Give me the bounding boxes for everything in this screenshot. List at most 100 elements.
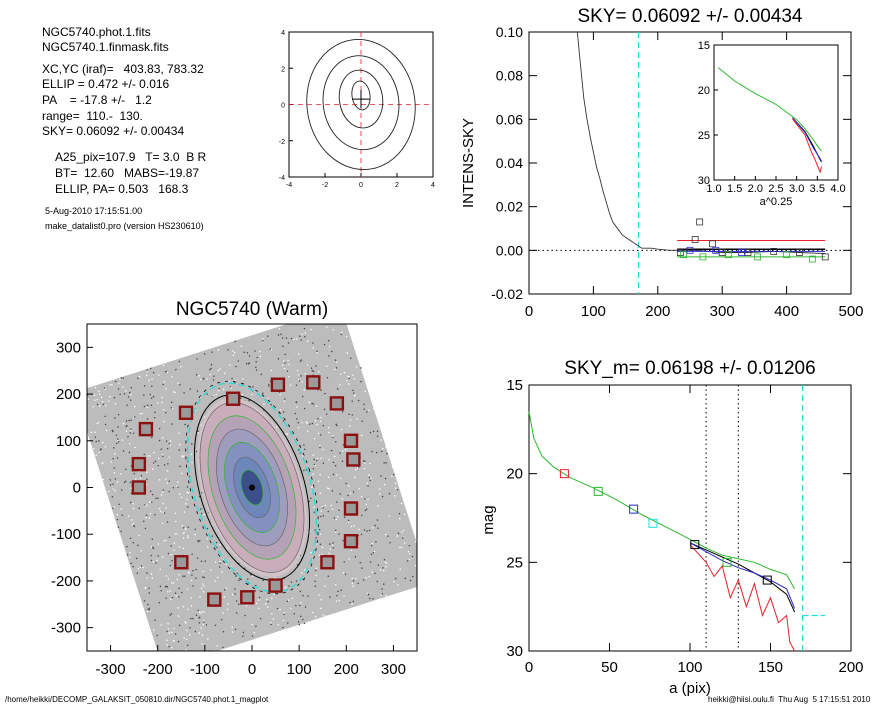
noise-dot bbox=[174, 520, 177, 523]
noise-dot bbox=[124, 480, 127, 483]
noise-dot bbox=[308, 401, 311, 404]
noise-dot bbox=[129, 556, 131, 559]
noise-dot bbox=[342, 571, 345, 574]
noise-dot bbox=[199, 378, 202, 381]
noise-dot bbox=[322, 424, 325, 427]
noise-dot bbox=[284, 353, 287, 356]
noise-dot bbox=[266, 606, 269, 608]
noise-dot bbox=[191, 461, 193, 464]
noise-dot bbox=[335, 366, 338, 369]
noise-dot bbox=[335, 518, 338, 521]
mag-y-tick-label: 15 bbox=[506, 377, 523, 394]
noise-dot bbox=[150, 404, 153, 407]
noise-dot bbox=[178, 360, 181, 363]
noise-dot bbox=[195, 450, 198, 453]
noise-dot bbox=[332, 328, 335, 331]
noise-dot bbox=[129, 537, 132, 540]
noise-dot bbox=[323, 343, 326, 346]
noise-dot bbox=[94, 436, 97, 439]
noise-dot bbox=[353, 476, 356, 479]
mag-x-tick-label: 150 bbox=[758, 659, 783, 676]
mask-box bbox=[343, 501, 359, 516]
noise-dot bbox=[137, 544, 139, 547]
noise-dot bbox=[212, 379, 215, 381]
noise-dot bbox=[187, 535, 189, 537]
noise-dot bbox=[171, 596, 174, 599]
noise-dot bbox=[394, 577, 397, 580]
noise-dot bbox=[377, 564, 380, 566]
noise-dot bbox=[323, 408, 326, 411]
noise-dot bbox=[313, 463, 316, 466]
noise-dot bbox=[197, 539, 199, 542]
noise-dot bbox=[315, 405, 318, 407]
noise-dot bbox=[394, 482, 397, 485]
noise-dot bbox=[201, 643, 204, 645]
galaxy bbox=[185, 380, 319, 595]
noise-dot bbox=[219, 560, 221, 563]
noise-dot bbox=[170, 582, 173, 584]
noise-dot bbox=[263, 403, 265, 406]
noise-dot bbox=[316, 350, 318, 353]
image-y-tick-label: -100 bbox=[51, 526, 81, 543]
noise-dot bbox=[372, 430, 375, 433]
inset-x-tick-label: 1.5 bbox=[727, 183, 742, 195]
mask-box bbox=[343, 534, 359, 549]
noise-dot bbox=[400, 531, 403, 533]
noise-dot bbox=[189, 388, 192, 390]
noise-dot bbox=[132, 502, 135, 505]
noise-dot bbox=[268, 383, 270, 386]
noise-dot bbox=[289, 384, 292, 387]
noise-dot bbox=[148, 587, 150, 589]
mag-red-line bbox=[689, 544, 796, 652]
mask-box bbox=[346, 452, 361, 467]
noise-dot bbox=[180, 472, 183, 475]
noise-dot bbox=[243, 351, 246, 354]
noise-dot bbox=[296, 369, 299, 372]
noise-dot bbox=[322, 506, 324, 509]
noise-dot bbox=[93, 399, 96, 402]
noise-dot bbox=[159, 510, 162, 513]
noise-dot bbox=[322, 462, 325, 464]
noise-dot bbox=[353, 524, 355, 527]
noise-dot bbox=[369, 561, 372, 563]
noise-dot bbox=[331, 544, 334, 546]
noise-dot bbox=[167, 627, 170, 630]
noise-dot bbox=[127, 435, 129, 438]
noise-dot bbox=[341, 450, 344, 452]
noise-dot bbox=[326, 487, 329, 489]
noise-dot bbox=[366, 592, 369, 595]
noise-dot bbox=[376, 430, 379, 433]
noise-dot bbox=[197, 540, 200, 543]
noise-dot bbox=[270, 621, 272, 624]
image-plot-title: NGC5740 (Warm) bbox=[176, 299, 328, 320]
noise-dot bbox=[140, 565, 143, 567]
noise-dot bbox=[295, 580, 298, 582]
noise-dot bbox=[143, 394, 145, 396]
noise-dot bbox=[352, 579, 355, 582]
noise-dot bbox=[218, 566, 221, 568]
noise-dot bbox=[295, 401, 297, 404]
noise-dot bbox=[114, 489, 117, 492]
noise-dot bbox=[145, 514, 148, 517]
noise-dot bbox=[104, 446, 107, 448]
noise-dot bbox=[302, 594, 304, 597]
mag-x-tick-label: 50 bbox=[601, 659, 618, 676]
noise-dot bbox=[300, 359, 303, 361]
noise-dot bbox=[117, 413, 120, 416]
noise-dot bbox=[328, 459, 330, 461]
noise-dot bbox=[319, 492, 322, 494]
mask-box bbox=[270, 377, 286, 392]
noise-dot bbox=[235, 575, 237, 577]
noise-dot bbox=[231, 631, 234, 633]
noise-dot bbox=[183, 511, 186, 513]
noise-dot bbox=[255, 369, 258, 371]
mag-square bbox=[629, 504, 639, 514]
noise-dot bbox=[145, 504, 148, 506]
noise-dot bbox=[145, 478, 148, 481]
noise-dot bbox=[116, 457, 119, 459]
noise-dot bbox=[361, 420, 364, 423]
noise-dot bbox=[202, 623, 205, 626]
noise-dot bbox=[114, 477, 117, 480]
noise-dot bbox=[295, 604, 297, 607]
inset-y-tick-label: 25 bbox=[698, 130, 710, 142]
